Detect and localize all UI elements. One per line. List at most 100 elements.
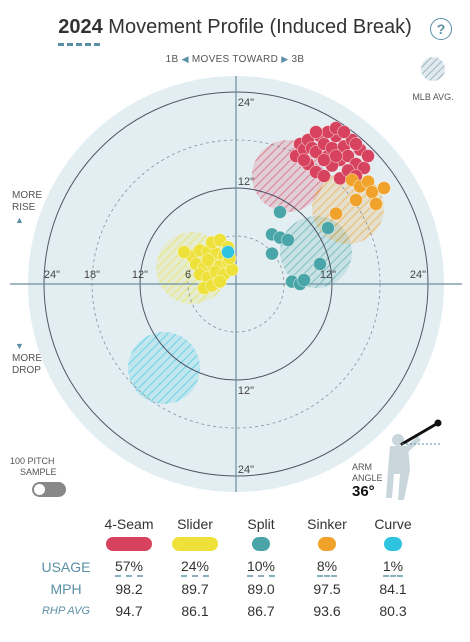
pitch-point-4-seam	[329, 129, 343, 143]
pitch-point-slider	[201, 253, 215, 267]
tick-label: 12"	[238, 176, 254, 188]
pitch-point-slider	[209, 265, 223, 279]
more-rise-label: MORE RISE ▲	[12, 190, 42, 225]
row-label-mph: MPH	[50, 581, 82, 597]
pitch-point-slider	[221, 240, 235, 255]
pitch-point-4-seam	[345, 133, 359, 147]
pitch-point-4-seam	[325, 141, 339, 155]
pitch-point-4-seam	[309, 165, 323, 179]
tick-label: 24"	[238, 97, 254, 109]
pitch-point-4-seam	[309, 145, 323, 159]
pitch-point-slider	[189, 257, 203, 271]
pitch-swatch-split[interactable]	[252, 536, 270, 551]
pitch-point-sinker	[353, 179, 367, 194]
pitch-point-slider	[205, 235, 219, 250]
pitch-name: Sinker	[307, 516, 347, 532]
pitch-point-split	[265, 246, 279, 261]
pitch-point-slider	[209, 246, 223, 261]
toggle-knob	[34, 484, 45, 495]
pitch-swatch-curve[interactable]	[384, 536, 402, 551]
mlb-avg-region-curve	[128, 332, 200, 404]
rhp-value: 94.7	[115, 603, 143, 619]
arrow-up-icon: ▲	[15, 215, 24, 225]
rhp-value: 86.1	[181, 603, 209, 619]
pitch-point-4-seam	[333, 153, 347, 167]
pitch-point-split	[285, 274, 299, 289]
table-swatch-row	[36, 534, 426, 556]
pitch-point-4-seam	[301, 157, 315, 171]
ring-24	[43, 91, 429, 477]
pitch-point-4-seam	[337, 125, 351, 139]
mlb-avg-region-split	[280, 216, 352, 288]
pitch-point-slider	[217, 267, 231, 282]
mlb-avg-label: MLB AVG.	[412, 92, 454, 102]
rhp-value: 93.6	[313, 603, 341, 619]
usage-value: 8%	[316, 558, 338, 577]
pitch-point-slider	[213, 274, 227, 289]
arrow-down-icon: ▼	[15, 341, 24, 351]
sample-toggle[interactable]	[32, 482, 66, 497]
table-row-mph: MPH 98.2 89.7 89.0 97.5 84.1	[36, 578, 426, 600]
pitch-point-4-seam	[297, 153, 311, 167]
pitch-point-sinker	[377, 181, 391, 195]
chart-background	[28, 76, 444, 492]
usage-value: 57%	[114, 558, 144, 577]
row-label-rhp: RHP AVG	[41, 605, 91, 617]
pitch-point-4-seam	[353, 142, 367, 157]
pitch-point-slider	[225, 262, 239, 277]
title-text: Movement Profile (Induced Break)	[108, 16, 412, 38]
table-row-rhp: RHP AVG 94.7 86.1 86.7 93.6 80.3	[36, 600, 426, 622]
title-year: 2024	[58, 16, 103, 38]
pitch-point-4-seam	[313, 129, 327, 143]
pitch-point-4-seam	[305, 141, 319, 155]
pitcher-silhouette-icon	[386, 434, 421, 500]
arm-angle-value: 36°	[352, 483, 375, 500]
ring-12	[139, 187, 333, 381]
usage-value: 1%	[382, 558, 404, 577]
pitch-point-4-seam	[361, 149, 375, 163]
ring-18	[91, 139, 381, 429]
tick-label: 6	[185, 269, 191, 281]
year-dropdown-underline[interactable]	[58, 43, 101, 46]
pitch-point-4-seam	[289, 149, 303, 163]
row-label-usage: USAGE	[41, 559, 91, 575]
question-icon[interactable]: ?	[430, 18, 452, 40]
pitch-point-4-seam	[325, 158, 339, 173]
pitch-point-slider	[205, 257, 219, 271]
tick-label: 24"	[238, 464, 254, 476]
tick-label: 12"	[320, 269, 336, 281]
pitch-point-sinker	[369, 197, 383, 211]
pitch-swatch-slider[interactable]	[172, 536, 218, 551]
pitch-point-split	[293, 277, 307, 291]
pitch-point-4-seam	[349, 137, 363, 151]
pitch-point-4-seam	[357, 161, 371, 175]
pitch-point-split	[273, 230, 287, 245]
pitch-point-slider	[177, 245, 191, 259]
pitch-swatch-sinker[interactable]	[318, 536, 336, 551]
tick-label: 12"	[132, 269, 148, 281]
pitch-swatch-4seam[interactable]	[106, 536, 152, 551]
pitch-point-slider	[222, 251, 237, 266]
arrow-right-icon: ▶	[281, 54, 289, 64]
pitch-point-4-seam	[321, 149, 335, 163]
pitch-point-4-seam	[297, 142, 311, 157]
mlb-avg-region-slider	[156, 232, 228, 304]
pitch-point-sinker	[329, 206, 343, 221]
pitch-point-sinker	[365, 185, 379, 199]
pitch-name: Slider	[177, 516, 213, 532]
arrow-left-icon: ◀	[181, 54, 189, 64]
pitch-point-sinker	[349, 193, 363, 207]
pitch-point-4-seam	[317, 169, 331, 183]
tick-label: 24"	[410, 269, 426, 281]
mph-value: 97.5	[313, 581, 341, 597]
ring-6	[187, 235, 285, 333]
pitch-point-4-seam	[321, 125, 335, 139]
pitch-point-slider	[193, 243, 207, 258]
pitch-name: 4-Seam	[104, 516, 154, 532]
pitch-point-4-seam	[337, 139, 351, 154]
pitch-point-sinker	[345, 173, 359, 187]
pitch-point-slider	[205, 278, 219, 293]
pitch-point-sinker	[361, 174, 375, 189]
pitch-name: Curve	[374, 516, 412, 532]
rhp-value: 86.7	[247, 603, 275, 619]
